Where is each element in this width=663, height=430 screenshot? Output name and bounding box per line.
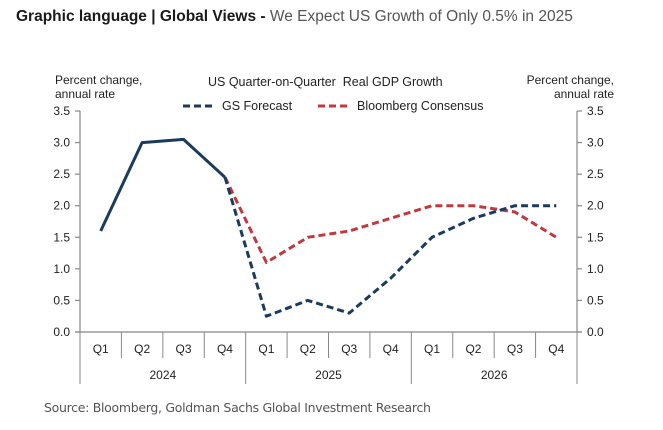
x-tick-label: Q1: [258, 342, 274, 356]
headline: Graphic language | Global Views - We Exp…: [16, 8, 573, 26]
x-tick-label: Q3: [341, 342, 357, 356]
right-axis-label-line2: annual rate: [554, 87, 614, 101]
x-tick-label: Q2: [134, 342, 150, 356]
x-tick-label: Q4: [217, 342, 233, 356]
right-y-tick-label: 1.5: [587, 230, 604, 244]
legend-label-gs-forecast: GS Forecast: [222, 99, 293, 113]
x-tick-label: Q3: [507, 342, 523, 356]
right-axis-label-line1: Percent change,: [527, 73, 614, 87]
legend: GS Forecast Bloomberg Consensus: [183, 99, 483, 113]
headline-bold: Graphic language | Global Views -: [16, 8, 266, 25]
left-y-tick-label: 0.0: [53, 325, 70, 339]
year-label: 2026: [481, 368, 508, 382]
left-y-tick-label: 2.0: [53, 199, 70, 213]
left-y-tick-label: 3.0: [53, 136, 70, 150]
chart-title: US Quarter-on-Quarter Real GDP Growth: [208, 75, 443, 89]
right-y-tick-label: 3.0: [587, 136, 604, 150]
year-label: 2025: [315, 368, 342, 382]
year-label: 2024: [149, 368, 176, 382]
right-y-tick-label: 0.5: [587, 293, 604, 307]
left-y-tick-label: 0.5: [53, 293, 70, 307]
x-tick-label: Q3: [176, 342, 192, 356]
x-tick-label: Q4: [548, 342, 564, 356]
legend-label-bloomberg-consensus: Bloomberg Consensus: [357, 99, 483, 113]
left-axis-label-line2: annual rate: [55, 87, 115, 101]
left-y-tick-label: 1.0: [53, 262, 70, 276]
x-tick-label: Q2: [300, 342, 316, 356]
x-tick-label: Q1: [93, 342, 109, 356]
source-note: Source: Bloomberg, Goldman Sachs Global …: [44, 400, 431, 415]
x-tick-label: Q2: [465, 342, 481, 356]
left-axis-label-line1: Percent change,: [55, 73, 142, 87]
series-line-bloomberg-consensus: [223, 176, 558, 264]
right-y-tick-label: 3.5: [587, 104, 604, 118]
x-tick-label: Q1: [424, 342, 440, 356]
series-line-gs-forecast: [223, 176, 557, 318]
right-y-tick-label: 2.5: [587, 167, 604, 181]
right-y-tick-label: 0.0: [587, 325, 604, 339]
headline-light: We Expect US Growth of Only 0.5% in 2025: [269, 8, 573, 25]
series-line-actual: [99, 137, 227, 232]
right-y-tick-label: 2.0: [587, 199, 604, 213]
left-y-tick-label: 1.5: [53, 230, 70, 244]
right-y-tick-label: 1.0: [587, 262, 604, 276]
left-y-tick-label: 2.5: [53, 167, 70, 181]
left-y-tick-label: 3.5: [53, 104, 70, 118]
x-tick-label: Q4: [383, 342, 399, 356]
